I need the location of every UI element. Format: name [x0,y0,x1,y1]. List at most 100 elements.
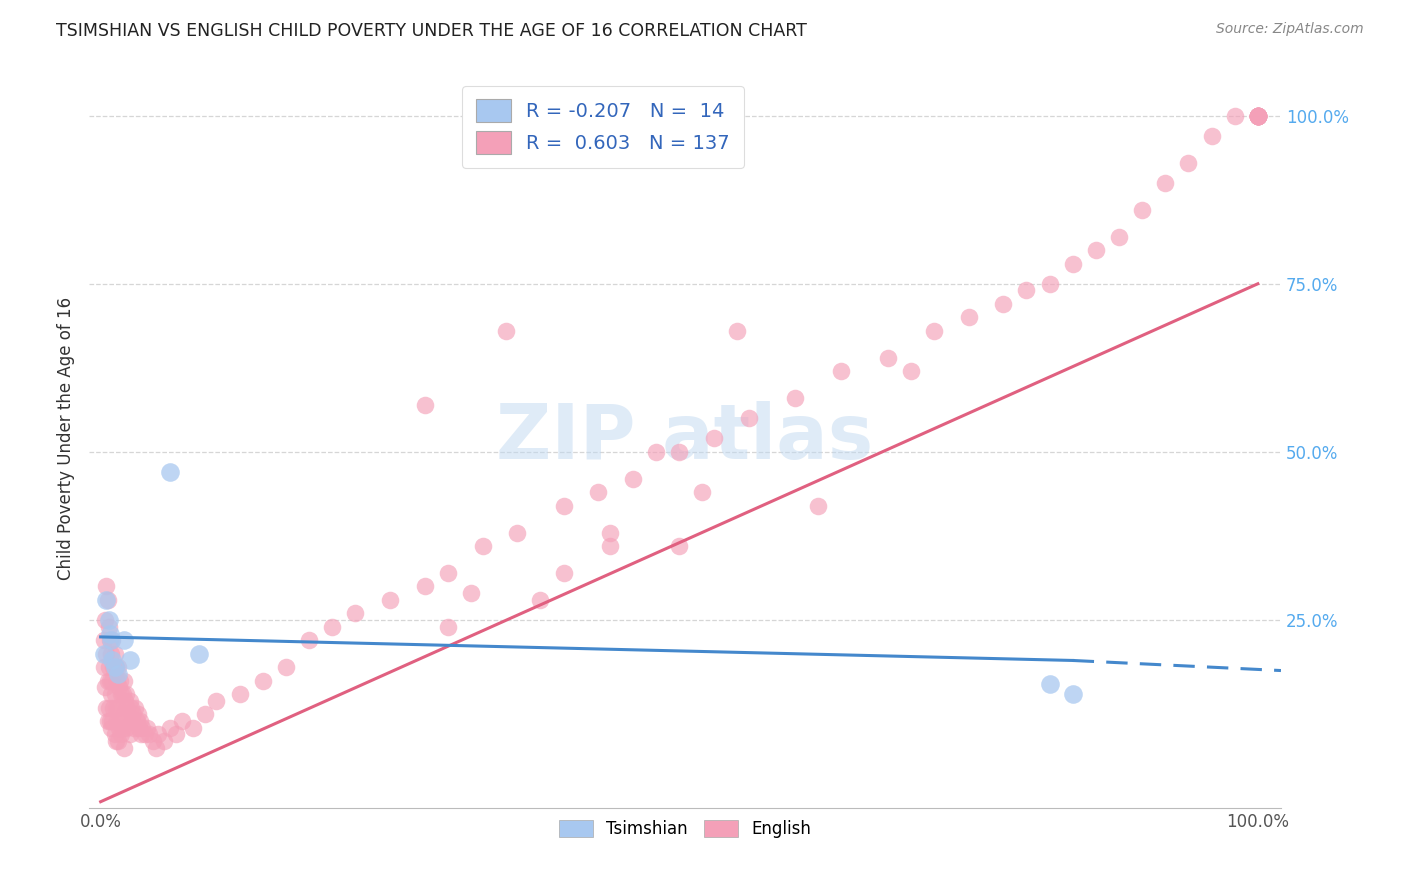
Point [93,647,115,661]
Point [120,700,142,714]
Point [98,714,121,728]
Point [194,707,217,722]
Point [134,727,156,741]
Point [922,324,945,338]
Point [1130,202,1153,217]
Point [122,721,145,735]
Point [107,734,129,748]
Point [252,673,274,688]
Point [110,687,132,701]
Point [96,700,118,714]
Text: TSIMSHIAN VS ENGLISH CHILD POVERTY UNDER THE AGE OF 16 CORRELATION CHART: TSIMSHIAN VS ENGLISH CHILD POVERTY UNDER… [56,22,807,40]
Point [138,727,160,741]
Point [107,700,129,714]
Point [94,613,117,627]
Point [94,681,117,695]
Point [378,593,401,607]
Point [586,485,609,500]
Point [188,647,211,661]
Point [148,727,170,741]
Point [1038,677,1060,691]
Point [1201,128,1223,143]
Point [125,714,148,728]
Point [1247,109,1270,123]
Point [131,721,153,735]
Point [205,694,228,708]
Point [115,687,138,701]
Point [103,727,125,741]
Point [1247,109,1270,123]
Point [101,714,124,728]
Point [103,660,125,674]
Point [122,707,145,722]
Point [529,593,551,607]
Point [668,445,690,459]
Point [1247,109,1270,123]
Point [1247,109,1270,123]
Point [103,660,125,674]
Point [117,707,139,722]
Point [1084,243,1107,257]
Point [830,364,852,378]
Y-axis label: Child Poverty Under the Age of 16: Child Poverty Under the Age of 16 [58,297,75,580]
Point [101,673,124,688]
Point [957,310,980,325]
Point [807,499,830,513]
Point [110,673,132,688]
Point [103,700,125,714]
Point [108,721,131,735]
Point [98,626,121,640]
Point [98,633,121,648]
Point [103,647,125,661]
Point [1038,277,1060,291]
Point [181,721,204,735]
Point [1247,109,1270,123]
Text: ZIP atlas: ZIP atlas [496,401,873,475]
Point [118,653,141,667]
Point [118,727,141,741]
Point [96,593,118,607]
Point [129,727,152,741]
Point [100,687,122,701]
Point [105,714,128,728]
Point [1247,109,1270,123]
Point [1247,109,1270,123]
Point [136,721,159,735]
Point [1108,229,1130,244]
Point [110,714,132,728]
Point [97,700,120,714]
Point [1247,109,1270,123]
Point [471,539,494,553]
Point [101,653,124,667]
Point [1223,109,1246,123]
Point [142,734,165,748]
Point [108,681,131,695]
Point [107,667,129,681]
Point [96,647,118,661]
Point [97,613,120,627]
Point [114,694,136,708]
Point [876,351,898,365]
Point [725,324,748,338]
Point [553,499,575,513]
Point [103,687,125,701]
Point [321,620,343,634]
Point [703,432,725,446]
Point [127,707,149,722]
Point [993,297,1015,311]
Point [93,633,115,648]
Point [1247,109,1270,123]
Point [112,707,135,722]
Point [900,364,922,378]
Point [112,740,135,755]
Point [599,539,621,553]
Point [104,660,127,674]
Point [1247,109,1270,123]
Point [153,734,176,748]
Legend: Tsimshian, English: Tsimshian, English [553,813,817,845]
Point [105,673,128,688]
Point [100,633,122,648]
Point [1247,109,1270,123]
Point [413,579,436,593]
Point [692,485,714,500]
